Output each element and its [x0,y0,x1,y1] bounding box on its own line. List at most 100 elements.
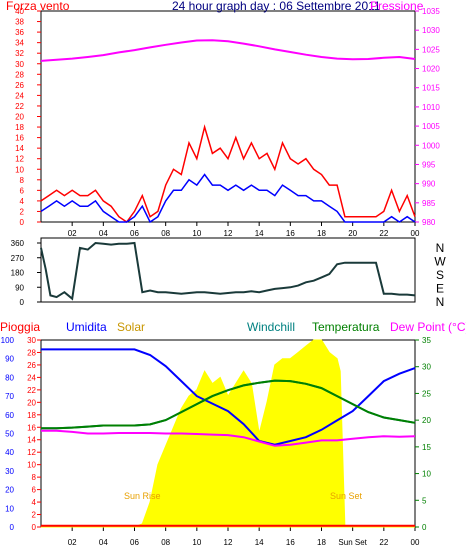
time-tick-label: 14 [255,538,264,547]
wind-tick-label: 40 [15,7,24,16]
series-area-solar [41,339,415,528]
wind-tick-label: 6 [20,186,25,195]
humidity-tick-label: 0 [10,523,15,532]
header-right-label: Pressione [370,0,424,13]
compass-label: E [436,282,444,296]
sunrise-label: Sun Rise [124,491,161,501]
wind-direction-panel [40,237,416,303]
time-tick-label: 18 [317,229,326,238]
temp-tick-label: 15 [422,443,431,452]
time-tick-label: 10 [192,229,201,238]
legend-solar: Solar [117,320,145,334]
pressure-tick-label: 1000 [422,141,440,150]
direction-tick-label: 180 [11,269,25,278]
rain-tick-label: 16 [27,423,36,432]
rain-tick-label: 24 [27,373,36,382]
compass-label: N [436,295,445,309]
series-line-pressione [40,39,416,62]
humidity-tick-label: 50 [5,430,14,439]
time-tick-label: 04 [99,229,108,238]
time-tick-label: 16 [286,229,295,238]
rain-tick-label: 28 [27,348,36,357]
compass-label: S [436,268,444,282]
rain-tick-label: 0 [32,523,37,532]
humidity-tick-label: 100 [1,336,15,345]
wind-tick-label: 0 [20,218,25,227]
rain-tick-label: 20 [27,398,36,407]
series-line-dew-point [41,429,416,447]
rain-tick-label: 12 [27,448,36,457]
wind-tick-label: 14 [15,144,24,153]
pressure-tick-label: 990 [422,180,436,189]
sunset-label: Sun Set [330,491,363,501]
wind-tick-label: 16 [15,134,24,143]
pressure-tick-label: 985 [422,199,436,208]
time-tick-label: 06 [130,229,139,238]
temp-tick-label: 20 [422,416,431,425]
wind-tick-label: 18 [15,123,24,132]
legend-dewpoint: Dew Point (°C) [390,320,466,334]
temp-tick-label: 10 [422,470,431,479]
time-tick-label: 12 [224,229,233,238]
compass-label: N [436,241,445,255]
time-tick-label: 16 [286,538,295,547]
rain-tick-label: 22 [27,386,36,395]
wind-pressure-panel [40,10,416,223]
wind-tick-label: 34 [15,39,24,48]
header-left-label: Forza vento [6,0,70,13]
series-line-temperatura [41,379,416,430]
time-tick-label: 14 [255,229,264,238]
time-tick-label: 04 [99,538,108,547]
direction-tick-label: 0 [20,298,25,307]
temp-tick-label: 0 [422,523,427,532]
time-tick-label: 06 [130,538,139,547]
wind-tick-label: 8 [20,176,25,185]
time-tick-label: Sun Set [338,538,367,547]
time-tick-label: 08 [161,538,170,547]
wind-tick-label: 22 [15,102,24,111]
time-tick-label: 18 [317,538,326,547]
wind-tick-label: 36 [15,28,24,37]
humidity-tick-label: 80 [5,373,14,382]
wind-tick-label: 26 [15,81,24,90]
wind-tick-label: 20 [15,113,24,122]
pressure-tick-label: 1005 [422,122,440,131]
wind-tick-label: 32 [15,49,24,58]
rain-tick-label: 8 [32,473,37,482]
humidity-tick-label: 30 [5,467,14,476]
wind-tick-label: 24 [15,91,24,100]
pressure-tick-label: 1030 [422,26,440,35]
time-tick-label: 02 [68,229,77,238]
humidity-tick-label: 70 [5,392,14,401]
temp-tick-label: 5 [422,496,427,505]
series-line-vento-medio [40,173,416,224]
time-tick-label: 08 [161,229,170,238]
pressure-tick-label: 1015 [422,84,440,93]
compass-label: W [434,255,446,269]
temp-tick-label: 25 [422,389,431,398]
temp-tick-label: 35 [422,336,431,345]
rain-tick-label: 6 [32,486,37,495]
series-line-raffica [40,124,416,224]
legend-umidita: Umidita [66,320,107,334]
series-line-direzione [40,241,416,301]
rain-tick-label: 4 [32,498,37,507]
pressure-tick-label: 1020 [422,65,440,74]
humidity-tick-label: 60 [5,411,14,420]
pressure-tick-label: 1025 [422,45,440,54]
time-tick-label: 22 [379,538,388,547]
pressure-tick-label: 980 [422,218,436,227]
rain-tick-label: 2 [32,511,37,520]
wind-tick-label: 10 [15,165,24,174]
humidity-tick-label: 10 [5,504,14,513]
time-tick-label: 10 [192,538,201,547]
pressure-tick-label: 1035 [422,7,440,16]
pressure-tick-label: 995 [422,160,436,169]
wind-tick-label: 38 [15,18,24,27]
legend-pioggia: Pioggia [0,320,40,334]
legend-windchill: Windchill [247,320,295,334]
series-line-umidita [41,348,416,446]
rain-tick-label: 30 [27,336,36,345]
